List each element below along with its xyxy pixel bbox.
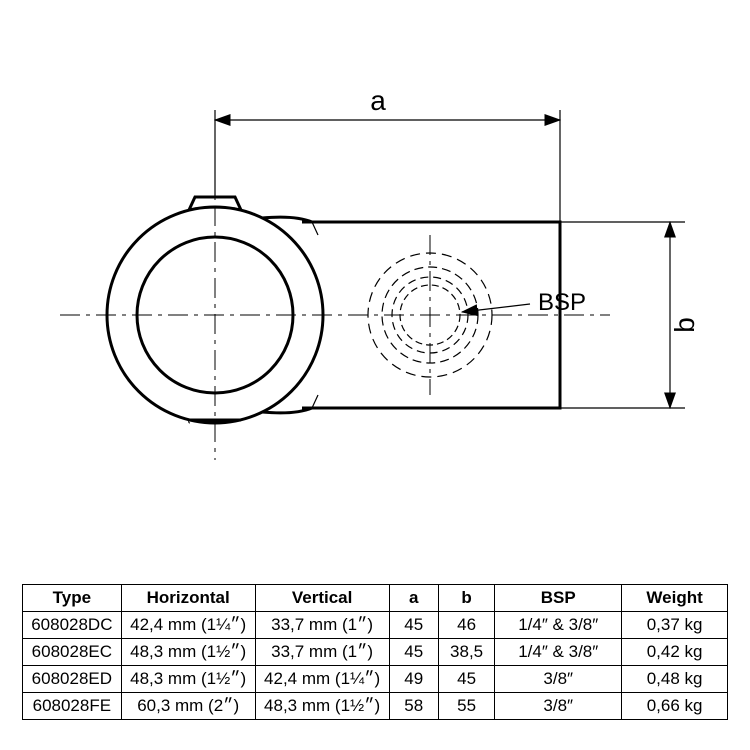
table-cell: 45	[389, 639, 438, 666]
table-cell: 0,48 kg	[622, 666, 728, 693]
dim-a-label: a	[370, 85, 386, 116]
dim-b-label: b	[669, 317, 700, 333]
table-cell: 0,66 kg	[622, 693, 728, 720]
table-cell: 42,4 mm (1¼״)	[255, 666, 389, 693]
spec-table: TypeHorizontalVerticalabBSPWeight 608028…	[22, 584, 728, 720]
table-cell: 58	[389, 693, 438, 720]
col-header: Horizontal	[121, 585, 255, 612]
table-cell: 1/4″ & 3/8″	[495, 612, 622, 639]
col-header: BSP	[495, 585, 622, 612]
table-cell: 38,5	[438, 639, 494, 666]
table-row: 608028ED48,3 mm (1½״)42,4 mm (1¼״)49453/…	[23, 666, 728, 693]
table-cell: 48,3 mm (1½״)	[121, 666, 255, 693]
table-cell: 3/8″	[495, 666, 622, 693]
table-cell: 48,3 mm (1½״)	[121, 639, 255, 666]
spec-table-container: TypeHorizontalVerticalabBSPWeight 608028…	[22, 584, 728, 720]
table-cell: 45	[389, 612, 438, 639]
table-cell: 46	[438, 612, 494, 639]
col-header: Type	[23, 585, 122, 612]
table-cell: 608028FE	[23, 693, 122, 720]
table-cell: 60,3 mm (2״)	[121, 693, 255, 720]
table-cell: 608028DC	[23, 612, 122, 639]
table-row: 608028EC48,3 mm (1½״)33,7 mm (1״)4538,51…	[23, 639, 728, 666]
table-cell: 42,4 mm (1¼״)	[121, 612, 255, 639]
table-cell: 33,7 mm (1״)	[255, 639, 389, 666]
col-header: a	[389, 585, 438, 612]
technical-drawing: a b BSP	[0, 40, 750, 520]
table-row: 608028DC42,4 mm (1¼״)33,7 mm (1״)45461/4…	[23, 612, 728, 639]
table-cell: 1/4″ & 3/8″	[495, 639, 622, 666]
table-cell: 49	[389, 666, 438, 693]
table-cell: 0,37 kg	[622, 612, 728, 639]
bsp-label: BSP	[538, 289, 586, 316]
table-cell: 3/8″	[495, 693, 622, 720]
col-header: Vertical	[255, 585, 389, 612]
table-cell: 608028EC	[23, 639, 122, 666]
table-cell: 45	[438, 666, 494, 693]
table-cell: 0,42 kg	[622, 639, 728, 666]
table-cell: 55	[438, 693, 494, 720]
col-header: b	[438, 585, 494, 612]
table-cell: 33,7 mm (1״)	[255, 612, 389, 639]
col-header: Weight	[622, 585, 728, 612]
table-cell: 608028ED	[23, 666, 122, 693]
table-row: 608028FE60,3 mm (2״)48,3 mm (1½״)58553/8…	[23, 693, 728, 720]
table-cell: 48,3 mm (1½״)	[255, 693, 389, 720]
